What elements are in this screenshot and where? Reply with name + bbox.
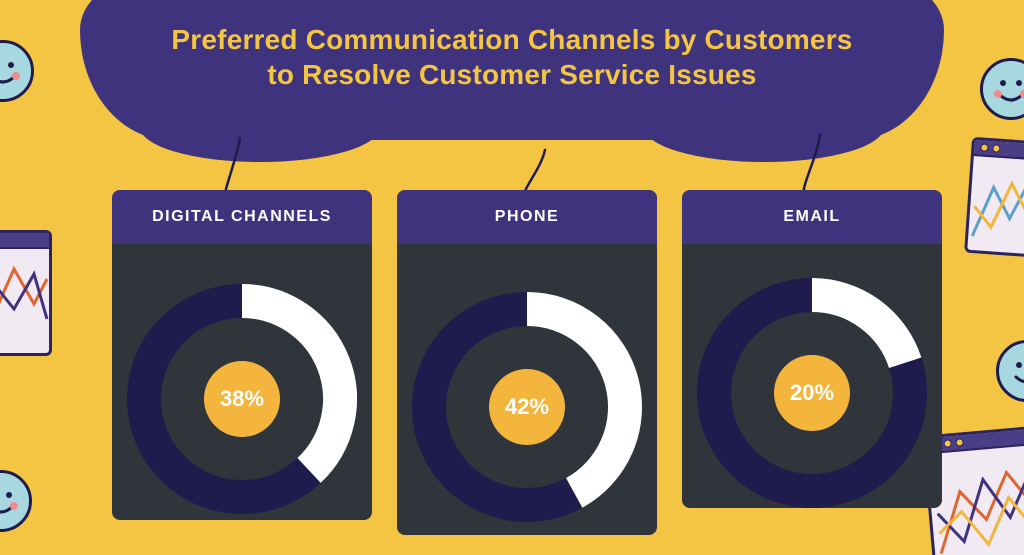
donut-center-badge: 42% [489, 369, 565, 445]
mini-chart-window-icon [964, 137, 1024, 259]
smiley-icon [996, 340, 1024, 402]
donut-chart: 42% [397, 244, 657, 555]
card-digital: DIGITAL CHANNELS 38% [112, 190, 372, 520]
smiley-icon [0, 40, 34, 102]
card-header: EMAIL [682, 190, 942, 244]
donut-chart: 38% [112, 244, 372, 554]
card-phone: PHONE 42% [397, 190, 657, 535]
smiley-icon [0, 470, 32, 532]
title-line-1: Preferred Communication Channels by Cust… [171, 24, 852, 55]
infographic-stage: Preferred Communication Channels by Cust… [0, 0, 1024, 555]
donut-center-badge: 38% [204, 361, 280, 437]
donut-chart: 20% [682, 244, 942, 542]
page-title: Preferred Communication Channels by Cust… [80, 22, 944, 92]
donut-center-badge: 20% [774, 355, 850, 431]
card-email: EMAIL 20% [682, 190, 942, 508]
card-header: PHONE [397, 190, 657, 244]
title-line-2: to Resolve Customer Service Issues [267, 59, 756, 90]
title-banner: Preferred Communication Channels by Cust… [80, 0, 944, 140]
card-header: DIGITAL CHANNELS [112, 190, 372, 244]
mini-chart-window-icon [0, 230, 52, 356]
smiley-icon [980, 58, 1024, 120]
